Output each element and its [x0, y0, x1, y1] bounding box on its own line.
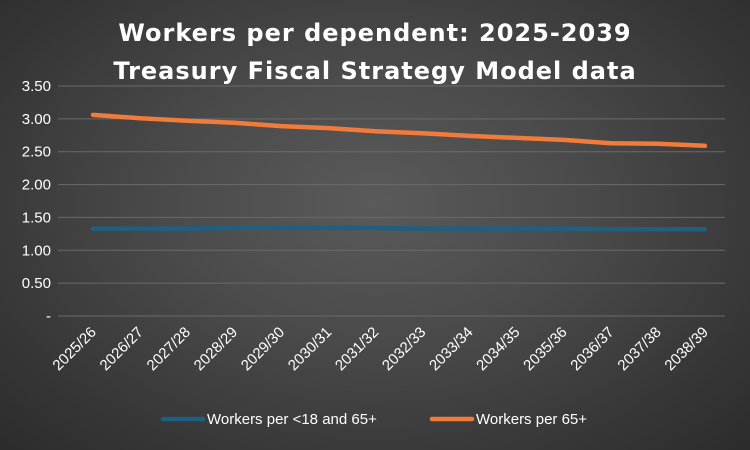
series-lines — [90, 112, 708, 232]
x-tick-label: 2031/32 — [332, 324, 382, 374]
chart-subtitle: Treasury Fiscal Strategy Model data — [113, 57, 636, 85]
x-tick-label: 2036/37 — [567, 324, 617, 374]
x-tick-label: 2033/34 — [426, 324, 476, 374]
x-tick-label: 2027/28 — [144, 324, 194, 374]
x-tick-label: 2037/38 — [614, 324, 664, 374]
y-tick-label: 3.50 — [22, 78, 51, 95]
legend: Workers per <18 and 65+ Workers per 65+ — [160, 411, 587, 428]
x-tick-label: 2025/26 — [49, 324, 99, 374]
legend-label: Workers per 65+ — [476, 411, 587, 428]
x-tick-label: 2030/31 — [285, 324, 335, 374]
x-tick-label: 2029/30 — [238, 324, 288, 374]
x-tick-label: 2034/35 — [473, 324, 523, 374]
x-tick-label: 2032/33 — [379, 324, 429, 374]
y-axis-ticks: - 0.50 1.00 1.50 2.00 2.50 3.00 3.50 — [22, 78, 51, 325]
y-tick-label: 0.50 — [22, 275, 51, 292]
x-tick-label: 2028/29 — [191, 324, 241, 374]
y-tick-label: 2.00 — [22, 177, 51, 194]
y-tick-label: 1.50 — [22, 209, 51, 226]
series-line-1 — [90, 225, 708, 232]
series-line-2 — [90, 112, 708, 149]
x-tick-label: 2035/36 — [520, 324, 570, 374]
legend-label: Workers per <18 and 65+ — [207, 411, 377, 428]
x-axis-ticks: 2025/262026/272027/282028/292029/302030/… — [49, 324, 711, 374]
x-tick-label: 2026/27 — [97, 324, 147, 374]
x-tick-label: 2038/39 — [661, 324, 711, 374]
y-tick-label: 1.00 — [22, 242, 51, 259]
y-tick-label: 2.50 — [22, 144, 51, 161]
y-tick-label: 3.00 — [22, 111, 51, 128]
y-tick-label: - — [46, 308, 51, 325]
chart-title: Workers per dependent: 2025-2039 — [118, 19, 631, 47]
